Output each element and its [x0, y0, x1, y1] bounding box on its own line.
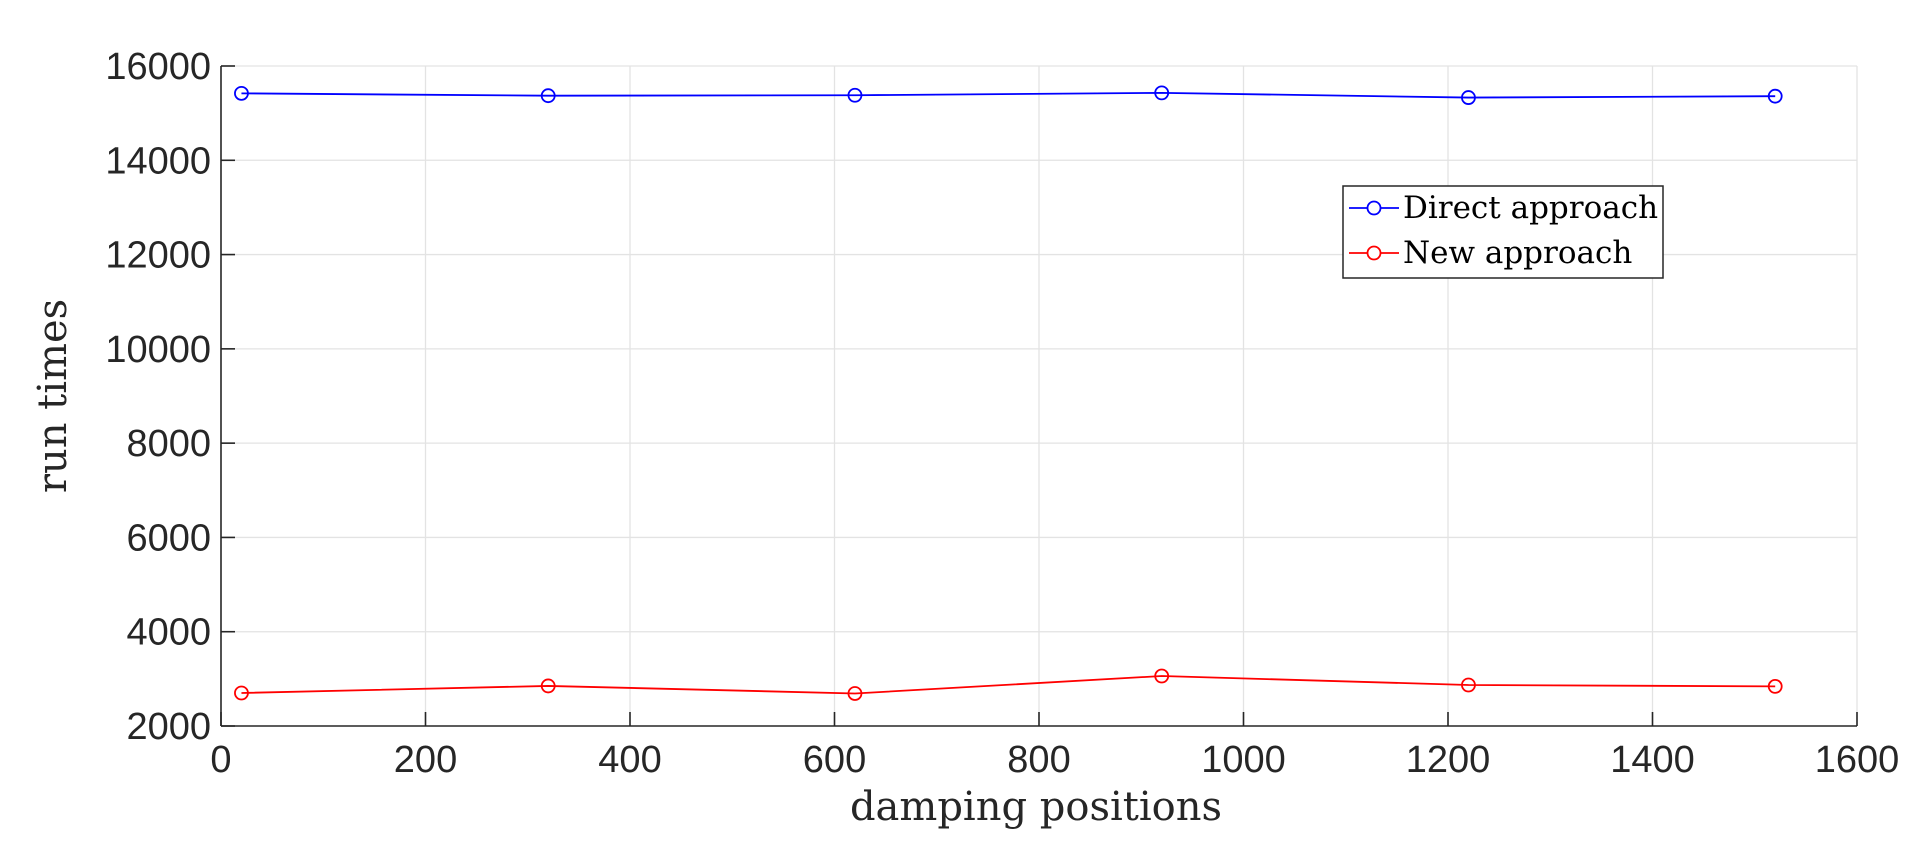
tick-labels: 0 200 400 600 800 1000 1200 1400 1600 2000 4000 600…: [105, 46, 1899, 781]
y-axis-title: run times: [30, 299, 76, 493]
data-point: [234, 85, 249, 101]
data-point: [1154, 85, 1170, 101]
series-line: [241, 675, 1776, 695]
series-line: [241, 91, 1776, 99]
data-point: [1461, 90, 1476, 105]
data-point: [847, 87, 863, 103]
legend-label: New approach: [1403, 235, 1632, 271]
x-tick-label: 1400: [1610, 739, 1695, 781]
x-axis-title: damping positions: [850, 784, 1222, 830]
y-tick-label: 14000: [105, 140, 211, 182]
y-tick-label: 12000: [105, 235, 211, 277]
grid-lines: [221, 66, 1857, 726]
y-tick-label: 6000: [126, 517, 211, 559]
y-tick-label: 4000: [126, 612, 211, 654]
data-point: [540, 678, 556, 694]
x-tick-label: 1000: [1201, 739, 1286, 781]
data-point: [540, 88, 556, 104]
y-tick-label: 16000: [105, 46, 211, 88]
data-point: [1767, 679, 1783, 694]
data-point: [1154, 668, 1170, 684]
data-point: [1767, 88, 1783, 104]
axes: [220, 65, 1858, 727]
data-series: [234, 85, 1783, 701]
series-1: [234, 85, 1783, 105]
x-tick-label: 800: [1007, 739, 1070, 781]
data-point: [847, 686, 863, 701]
legend: Direct approach New approach: [1342, 185, 1664, 279]
data-point: [1461, 677, 1476, 693]
legend-swatch-marker: [1366, 245, 1382, 261]
series-2: [234, 668, 1783, 701]
legend-box: [1342, 185, 1664, 279]
y-tick-label: 2000: [126, 706, 211, 748]
x-tick-label: 400: [598, 739, 661, 781]
data-point: [234, 685, 249, 701]
x-tick-label: 1600: [1815, 739, 1900, 781]
legend-entry: New approach: [1349, 235, 1632, 271]
x-tick-label: 600: [803, 739, 866, 781]
legend-label: Direct approach: [1403, 190, 1658, 226]
legend-entry: Direct approach: [1349, 190, 1658, 226]
y-tick-label: 10000: [105, 329, 211, 371]
x-tick-label: 0: [210, 739, 231, 781]
legend-swatch-marker: [1366, 200, 1382, 216]
x-tick-label: 1200: [1406, 739, 1491, 781]
x-tick-label: 200: [394, 739, 457, 781]
y-tick-label: 8000: [126, 423, 211, 465]
